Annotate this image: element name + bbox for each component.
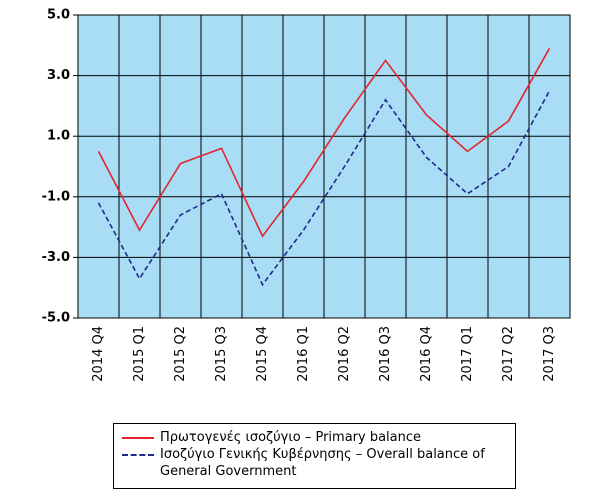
y-tick-label: -5.0 <box>42 311 70 326</box>
plot-border <box>77 14 571 319</box>
legend-swatch <box>122 429 154 446</box>
x-tick-label: 2016 Q4 <box>419 326 434 382</box>
legend: Πρωτογενές ισοζύγιο – Primary balance Ισο… <box>113 423 516 489</box>
legend-swatch <box>122 446 154 463</box>
series-line <box>97 47 551 238</box>
x-tick-label: 2017 Q3 <box>542 326 557 382</box>
legend-label: Πρωτογενές ισοζύγιο – Primary balance <box>160 430 422 445</box>
x-tick-label: 2015 Q4 <box>255 326 270 382</box>
x-tick-label: 2017 Q1 <box>460 326 475 382</box>
y-tick-label: -1.0 <box>42 189 70 204</box>
y-tick-label: -3.0 <box>42 250 70 265</box>
legend-label: Ισοζύγιο Γενικής Κυβέρνησης – Overall ba… <box>160 447 485 479</box>
x-tick-label: 2017 Q2 <box>501 326 516 382</box>
y-tick-label: 5.0 <box>47 8 70 23</box>
x-tick-label: 2016 Q1 <box>296 326 311 382</box>
legend-entry: Ισοζύγιο Γενικής Κυβέρνησης – Overall ba… <box>122 446 507 480</box>
y-tick-label: 1.0 <box>47 129 70 144</box>
x-tick-label: 2015 Q2 <box>173 326 188 382</box>
x-tick-label: 2014 Q4 <box>91 326 106 382</box>
legend-entry: Πρωτογενές ισοζύγιο – Primary balance <box>122 429 507 446</box>
chart: -5.0 -3.0 -1.0 1.0 3.0 5.0 2014 Q4 2015 Q1 2015 … <box>42 8 571 382</box>
x-tick-label: 2016 Q3 <box>378 326 393 382</box>
y-tick-label: 3.0 <box>47 68 70 83</box>
x-tick-label: 2015 Q3 <box>214 326 229 382</box>
x-tick-label: 2016 Q2 <box>337 326 352 382</box>
x-tick-label: 2015 Q1 <box>132 326 147 382</box>
